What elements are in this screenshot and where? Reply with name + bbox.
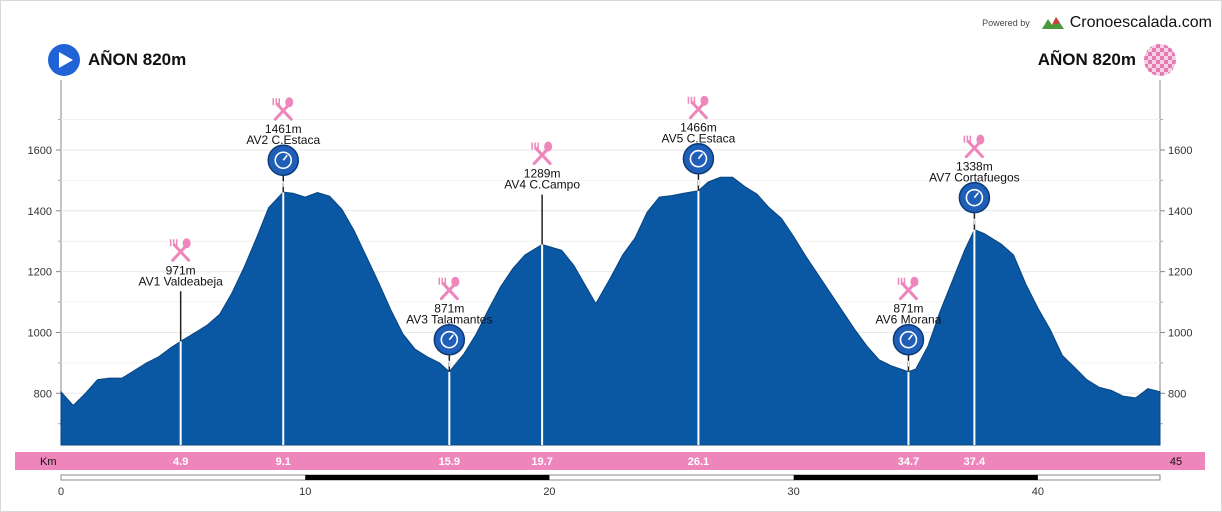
fork-spoon-icon [272, 97, 294, 121]
station-elevation: 971m [166, 263, 196, 277]
timer-mark: m [445, 358, 454, 370]
timer-icon-dial [899, 330, 918, 349]
timer-icon-dial [274, 151, 293, 170]
station-elevation: 1289m [524, 167, 561, 181]
elevation-area [60, 176, 1161, 446]
timer-icon-hand [697, 153, 704, 160]
fork-spoon-icon [687, 95, 709, 120]
timer-icon-hand [448, 334, 454, 341]
station-elevation: 1466m [680, 121, 717, 135]
fork-spoon-icon [169, 238, 191, 262]
scale-bar [60, 474, 1161, 481]
station-km-label: 34.7 [898, 456, 919, 468]
km-band-label: Km [40, 456, 57, 468]
scale-bar-segment [305, 475, 550, 480]
y-tick-label-left: 800 [34, 388, 52, 400]
station-km-label: 26.1 [688, 456, 709, 468]
start-label: AÑON 820m [88, 50, 187, 69]
station-km-label: 15.9 [439, 456, 460, 468]
brand-name: Cronoescalada.com [1069, 14, 1212, 31]
y-tick-label-right: 1400 [1168, 206, 1192, 218]
station-name: AV5 C.Estaca [662, 132, 736, 146]
station-km-label: 19.7 [531, 456, 552, 468]
station-name: AV1 Valdeabeja [139, 274, 224, 288]
station-km-label: 37.4 [964, 456, 986, 468]
km-band [15, 452, 1205, 470]
station-name: AV2 C.Estaca [246, 133, 320, 147]
fork-spoon-icon [531, 141, 553, 166]
station-name: AV6 Morana [876, 313, 942, 327]
x-tick-label: 20 [543, 486, 555, 498]
finish-flag-icon [1144, 44, 1176, 76]
powered-by-text: Powered by [982, 18, 1030, 28]
station-name: AV7 Cortafuegos [929, 171, 1020, 185]
y-tick-label-left: 1400 [28, 206, 52, 218]
timer-icon-dial [965, 188, 984, 207]
km-end-label: 45 [1170, 456, 1182, 468]
mountain-logo-icon [1041, 17, 1064, 29]
station-name: AV4 C.Campo [504, 178, 580, 192]
y-tick-label-right: 1000 [1168, 327, 1192, 339]
timer-mark: m [694, 177, 703, 189]
start-flag-icon [48, 44, 80, 76]
x-tick-label: 10 [299, 486, 311, 498]
station-elevation: 871m [893, 302, 923, 316]
timer-icon-hand [282, 154, 288, 161]
timer-mark: m [904, 358, 913, 370]
timer-icon-dial [689, 149, 708, 168]
y-tick-label-right: 1600 [1168, 145, 1192, 157]
fork-spoon-icon [897, 276, 919, 301]
station-name: AV3 Talamantes [406, 313, 492, 327]
finish-title: AÑON 820m [1038, 44, 1176, 76]
y-tick-label-right: 800 [1168, 388, 1186, 400]
fork-spoon-icon [963, 134, 985, 159]
timer-icon-hand [973, 192, 980, 199]
timer-mark: m [279, 178, 288, 190]
scale-bar-segment [793, 475, 1038, 480]
y-tick-label-left: 1200 [28, 267, 52, 279]
y-tick-label-left: 1600 [28, 145, 52, 157]
station-elevation: 1461m [265, 122, 302, 136]
timer-mark: m [970, 216, 979, 228]
station-km-label: 9.1 [276, 456, 291, 468]
timer-icon-dial [440, 330, 459, 349]
brand: Powered by Cronoescalada.com [982, 14, 1212, 32]
x-tick-label: 30 [788, 486, 800, 498]
station-elevation: 871m [434, 302, 464, 316]
y-tick-label-right: 1200 [1168, 267, 1192, 279]
timer-icon-hand [907, 334, 914, 341]
y-tick-label-left: 1000 [28, 327, 52, 339]
finish-label: AÑON 820m [1037, 50, 1136, 69]
station-elevation: 1338m [956, 160, 993, 174]
start-title: AÑON 820m [48, 44, 186, 76]
fork-spoon-icon [438, 276, 460, 301]
x-tick-label: 0 [58, 486, 64, 498]
station-km-label: 4.9 [173, 456, 188, 468]
x-tick-label: 40 [1032, 486, 1044, 498]
